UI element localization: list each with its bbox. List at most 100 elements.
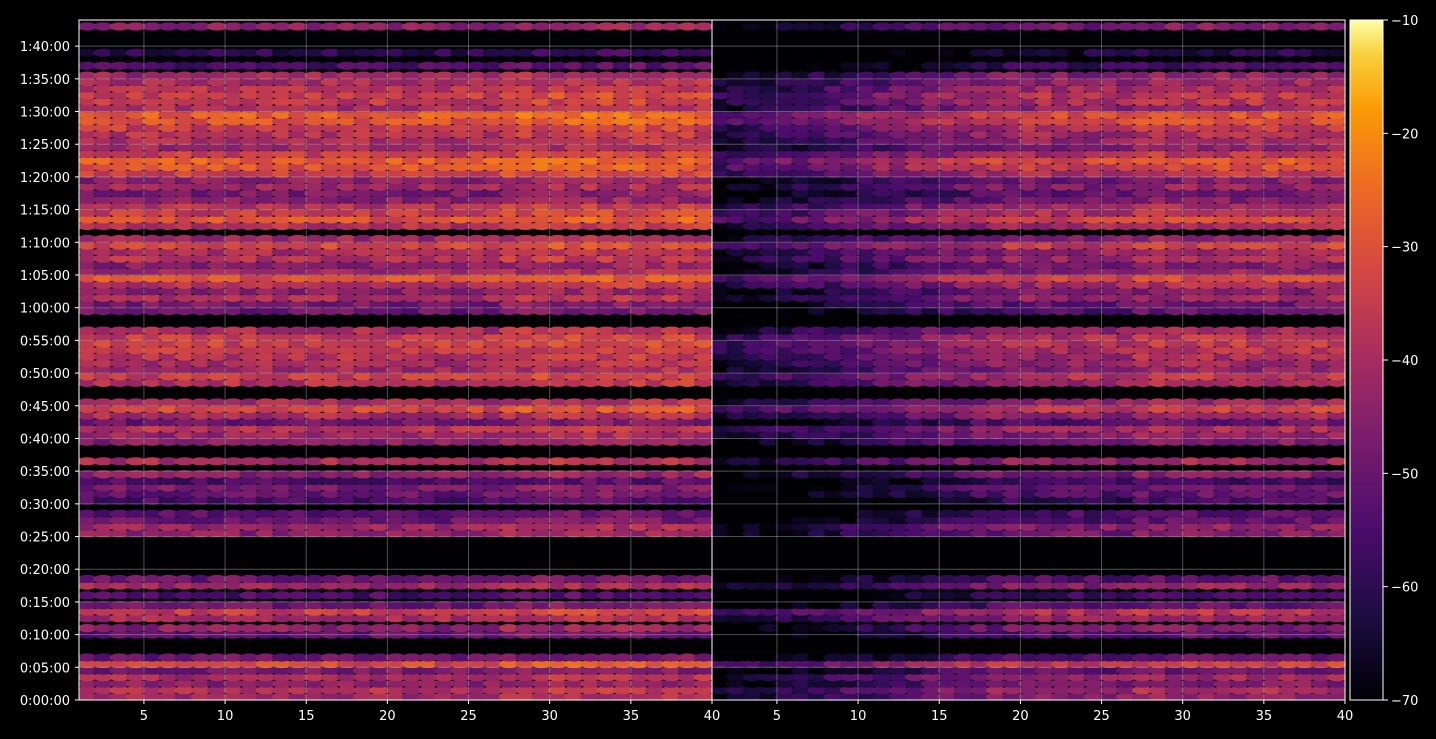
heat-cell bbox=[385, 424, 406, 433]
heat-cell bbox=[158, 509, 179, 518]
heat-cell bbox=[450, 653, 471, 662]
heat-cell bbox=[369, 470, 390, 479]
heat-cell bbox=[271, 489, 292, 499]
heat-cell bbox=[125, 630, 146, 639]
heat-cell bbox=[434, 489, 455, 499]
heat-cell bbox=[206, 591, 228, 600]
heat-cell bbox=[450, 274, 471, 283]
heat-cell bbox=[628, 346, 650, 355]
heat-cell bbox=[206, 476, 228, 486]
heat-cell bbox=[125, 509, 146, 518]
heat-cell bbox=[677, 352, 698, 361]
heat-cell bbox=[677, 496, 698, 505]
heat-cell bbox=[79, 418, 98, 427]
heat-cell bbox=[223, 437, 244, 446]
heat-cell bbox=[352, 280, 374, 289]
heat-cell bbox=[288, 673, 309, 682]
heat-cell bbox=[401, 476, 422, 486]
heat-cell bbox=[206, 241, 228, 250]
heat-cell bbox=[206, 679, 228, 688]
heat-cell bbox=[125, 248, 146, 257]
heat-cell bbox=[239, 601, 260, 610]
heat-cell bbox=[174, 424, 195, 433]
heat-cell bbox=[223, 574, 244, 584]
heat-cell bbox=[223, 522, 244, 531]
heat-cell bbox=[125, 293, 146, 302]
heat-cell bbox=[125, 476, 146, 486]
heat-cell bbox=[580, 431, 601, 440]
heat-cell bbox=[450, 424, 471, 433]
heat-cell bbox=[531, 522, 552, 531]
heat-cell bbox=[320, 346, 341, 355]
heat-cell bbox=[369, 624, 390, 633]
heat-cell bbox=[677, 509, 698, 518]
heat-cell bbox=[288, 398, 309, 407]
heat-cell bbox=[174, 300, 195, 309]
heat-cell bbox=[369, 509, 390, 518]
heat-cell bbox=[174, 437, 195, 446]
heat-cell bbox=[612, 346, 633, 355]
heat-cell bbox=[450, 529, 471, 538]
heat-cell bbox=[93, 476, 114, 486]
heat-cell bbox=[271, 300, 292, 309]
heat-cell bbox=[125, 470, 146, 479]
heat-cell bbox=[677, 666, 698, 675]
heat-cell bbox=[450, 437, 471, 446]
heat-cell bbox=[320, 686, 341, 695]
heat-cell bbox=[628, 692, 650, 700]
heat-cell bbox=[223, 653, 244, 662]
heat-cell bbox=[336, 601, 357, 610]
heat-cell bbox=[434, 326, 455, 335]
heat-cell bbox=[158, 398, 179, 407]
heat-cell bbox=[580, 404, 601, 414]
heat-cell bbox=[288, 614, 309, 623]
heat-cell bbox=[693, 404, 712, 414]
heat-cell bbox=[628, 614, 650, 623]
heat-cell bbox=[531, 679, 552, 688]
heat-cell bbox=[628, 306, 650, 316]
heat-cell bbox=[352, 679, 374, 688]
heat-cell bbox=[158, 365, 179, 374]
heat-cell bbox=[320, 591, 341, 600]
heat-cell bbox=[158, 248, 179, 257]
heat-cell bbox=[482, 679, 503, 688]
heat-cell bbox=[596, 483, 617, 492]
heat-cell bbox=[531, 666, 552, 675]
heat-cell bbox=[271, 359, 292, 368]
heat-cell bbox=[401, 483, 422, 492]
heat-cell bbox=[174, 254, 195, 263]
heat-cell bbox=[288, 457, 309, 466]
heat-cell bbox=[369, 339, 390, 348]
heat-cell bbox=[531, 509, 552, 518]
heat-cell bbox=[563, 411, 585, 420]
heat-cell bbox=[336, 476, 357, 486]
heat-cell bbox=[531, 411, 552, 420]
heat-cell bbox=[450, 326, 471, 335]
heat-cell bbox=[499, 346, 520, 355]
heat-cell bbox=[612, 673, 633, 682]
heat-cell bbox=[352, 287, 374, 296]
heat-cell bbox=[596, 293, 617, 302]
heat-cell bbox=[499, 692, 520, 700]
heat-cell bbox=[239, 424, 260, 433]
heat-cell bbox=[563, 378, 585, 387]
heat-cell bbox=[109, 326, 130, 335]
heat-cell bbox=[158, 614, 179, 623]
heat-cell bbox=[531, 352, 552, 361]
heat-cell bbox=[677, 679, 698, 688]
heat-cell bbox=[612, 398, 633, 407]
heat-cell bbox=[466, 326, 487, 335]
heat-cell bbox=[612, 607, 633, 616]
heat-cell bbox=[93, 398, 114, 407]
heat-cell bbox=[158, 470, 179, 479]
heat-cell bbox=[563, 339, 585, 348]
heat-cell bbox=[271, 254, 292, 263]
heat-cell bbox=[125, 424, 146, 433]
heat-cell bbox=[563, 346, 585, 355]
heat-cell bbox=[288, 686, 309, 695]
heat-cell bbox=[515, 601, 536, 610]
heat-cell bbox=[417, 686, 439, 695]
heat-cell bbox=[1326, 326, 1345, 335]
heat-cell bbox=[174, 365, 195, 374]
heat-cell bbox=[141, 483, 163, 492]
